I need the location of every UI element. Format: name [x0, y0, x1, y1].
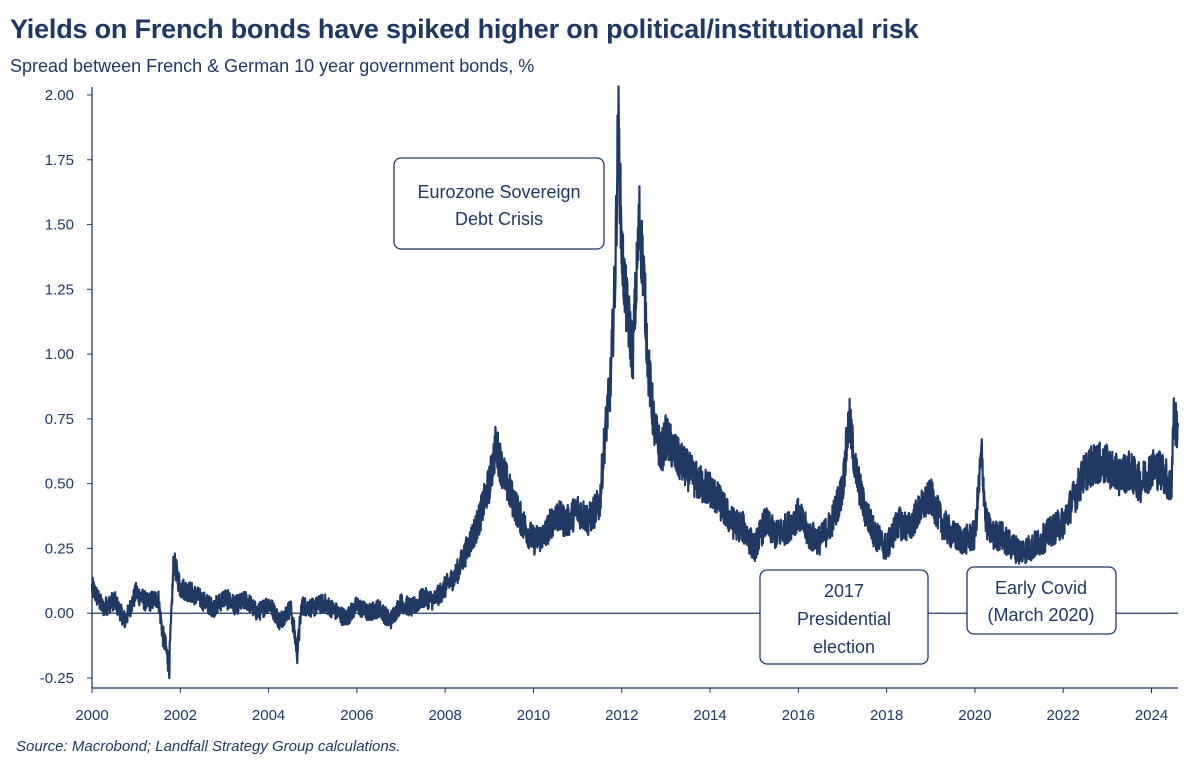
annotation-box	[393, 157, 605, 250]
x-tick-label: 2002	[164, 707, 197, 724]
y-tick-label: 2.00	[45, 87, 74, 104]
annotations-layer: Eurozone Sovereign Debt Crisis 2017 Preside…	[393, 157, 1117, 665]
annotation-text: (March 2020)	[987, 605, 1094, 625]
x-tick-label: 2004	[252, 707, 285, 724]
annotation-callout: Eurozone Sovereign Debt Crisis	[393, 157, 605, 250]
y-tick-label: 0.00	[45, 605, 74, 622]
annotation-box	[759, 569, 929, 665]
x-tick-label: 2010	[517, 707, 550, 724]
y-tick-label: 0.50	[45, 476, 74, 493]
annotation-text: Presidential	[797, 609, 891, 629]
x-tick-label: 2008	[428, 707, 461, 724]
source-note: Source: Macrobond; Landfall Strategy Gro…	[16, 738, 401, 755]
x-tick-label: 2000	[75, 707, 108, 724]
annotation-text: 2017	[824, 581, 864, 601]
x-tick-label: 2024	[1135, 707, 1168, 724]
y-tick-label: 1.25	[45, 281, 74, 298]
y-tick-label: 0.75	[45, 411, 74, 428]
chart-title: Yields on French bonds have spiked highe…	[10, 14, 919, 44]
y-tick-label: 1.00	[45, 346, 74, 363]
x-tick-label: 2022	[1047, 707, 1080, 724]
y-tick-label: -0.25	[40, 670, 74, 687]
x-tick-label: 2012	[605, 707, 638, 724]
y-tick-label: 0.25	[45, 540, 74, 557]
y-tick-label: 1.75	[45, 152, 74, 169]
annotation-text: election	[813, 637, 875, 657]
annotation-text: Eurozone Sovereign	[417, 182, 580, 202]
x-tick-label: 2014	[693, 707, 726, 724]
x-tick-label: 2018	[870, 707, 903, 724]
annotation-text: Debt Crisis	[455, 209, 543, 229]
annotation-text: Early Covid	[995, 578, 1087, 598]
x-tick-label: 2020	[958, 707, 991, 724]
chart-subtitle: Spread between French & German 10 year g…	[10, 56, 535, 76]
x-tick-label: 2006	[340, 707, 373, 724]
x-tick-label: 2016	[782, 707, 815, 724]
series-layer	[90, 85, 1180, 680]
annotation-box	[966, 566, 1117, 635]
y-tick-labels: 2.00 1.75 1.50 1.25 1.00 0.75 0.50 0.25 0.00 -0.2…	[40, 87, 92, 687]
y-tick-label: 1.50	[45, 217, 74, 234]
annotation-callout: 2017 Presidential election	[759, 569, 929, 665]
series-line	[90, 85, 1180, 680]
x-tick-labels: 2000 2002 2004 2006 2008 2010 2012 2014 2016 2018…	[75, 688, 1168, 724]
annotation-callout: Early Covid (March 2020)	[966, 566, 1117, 635]
